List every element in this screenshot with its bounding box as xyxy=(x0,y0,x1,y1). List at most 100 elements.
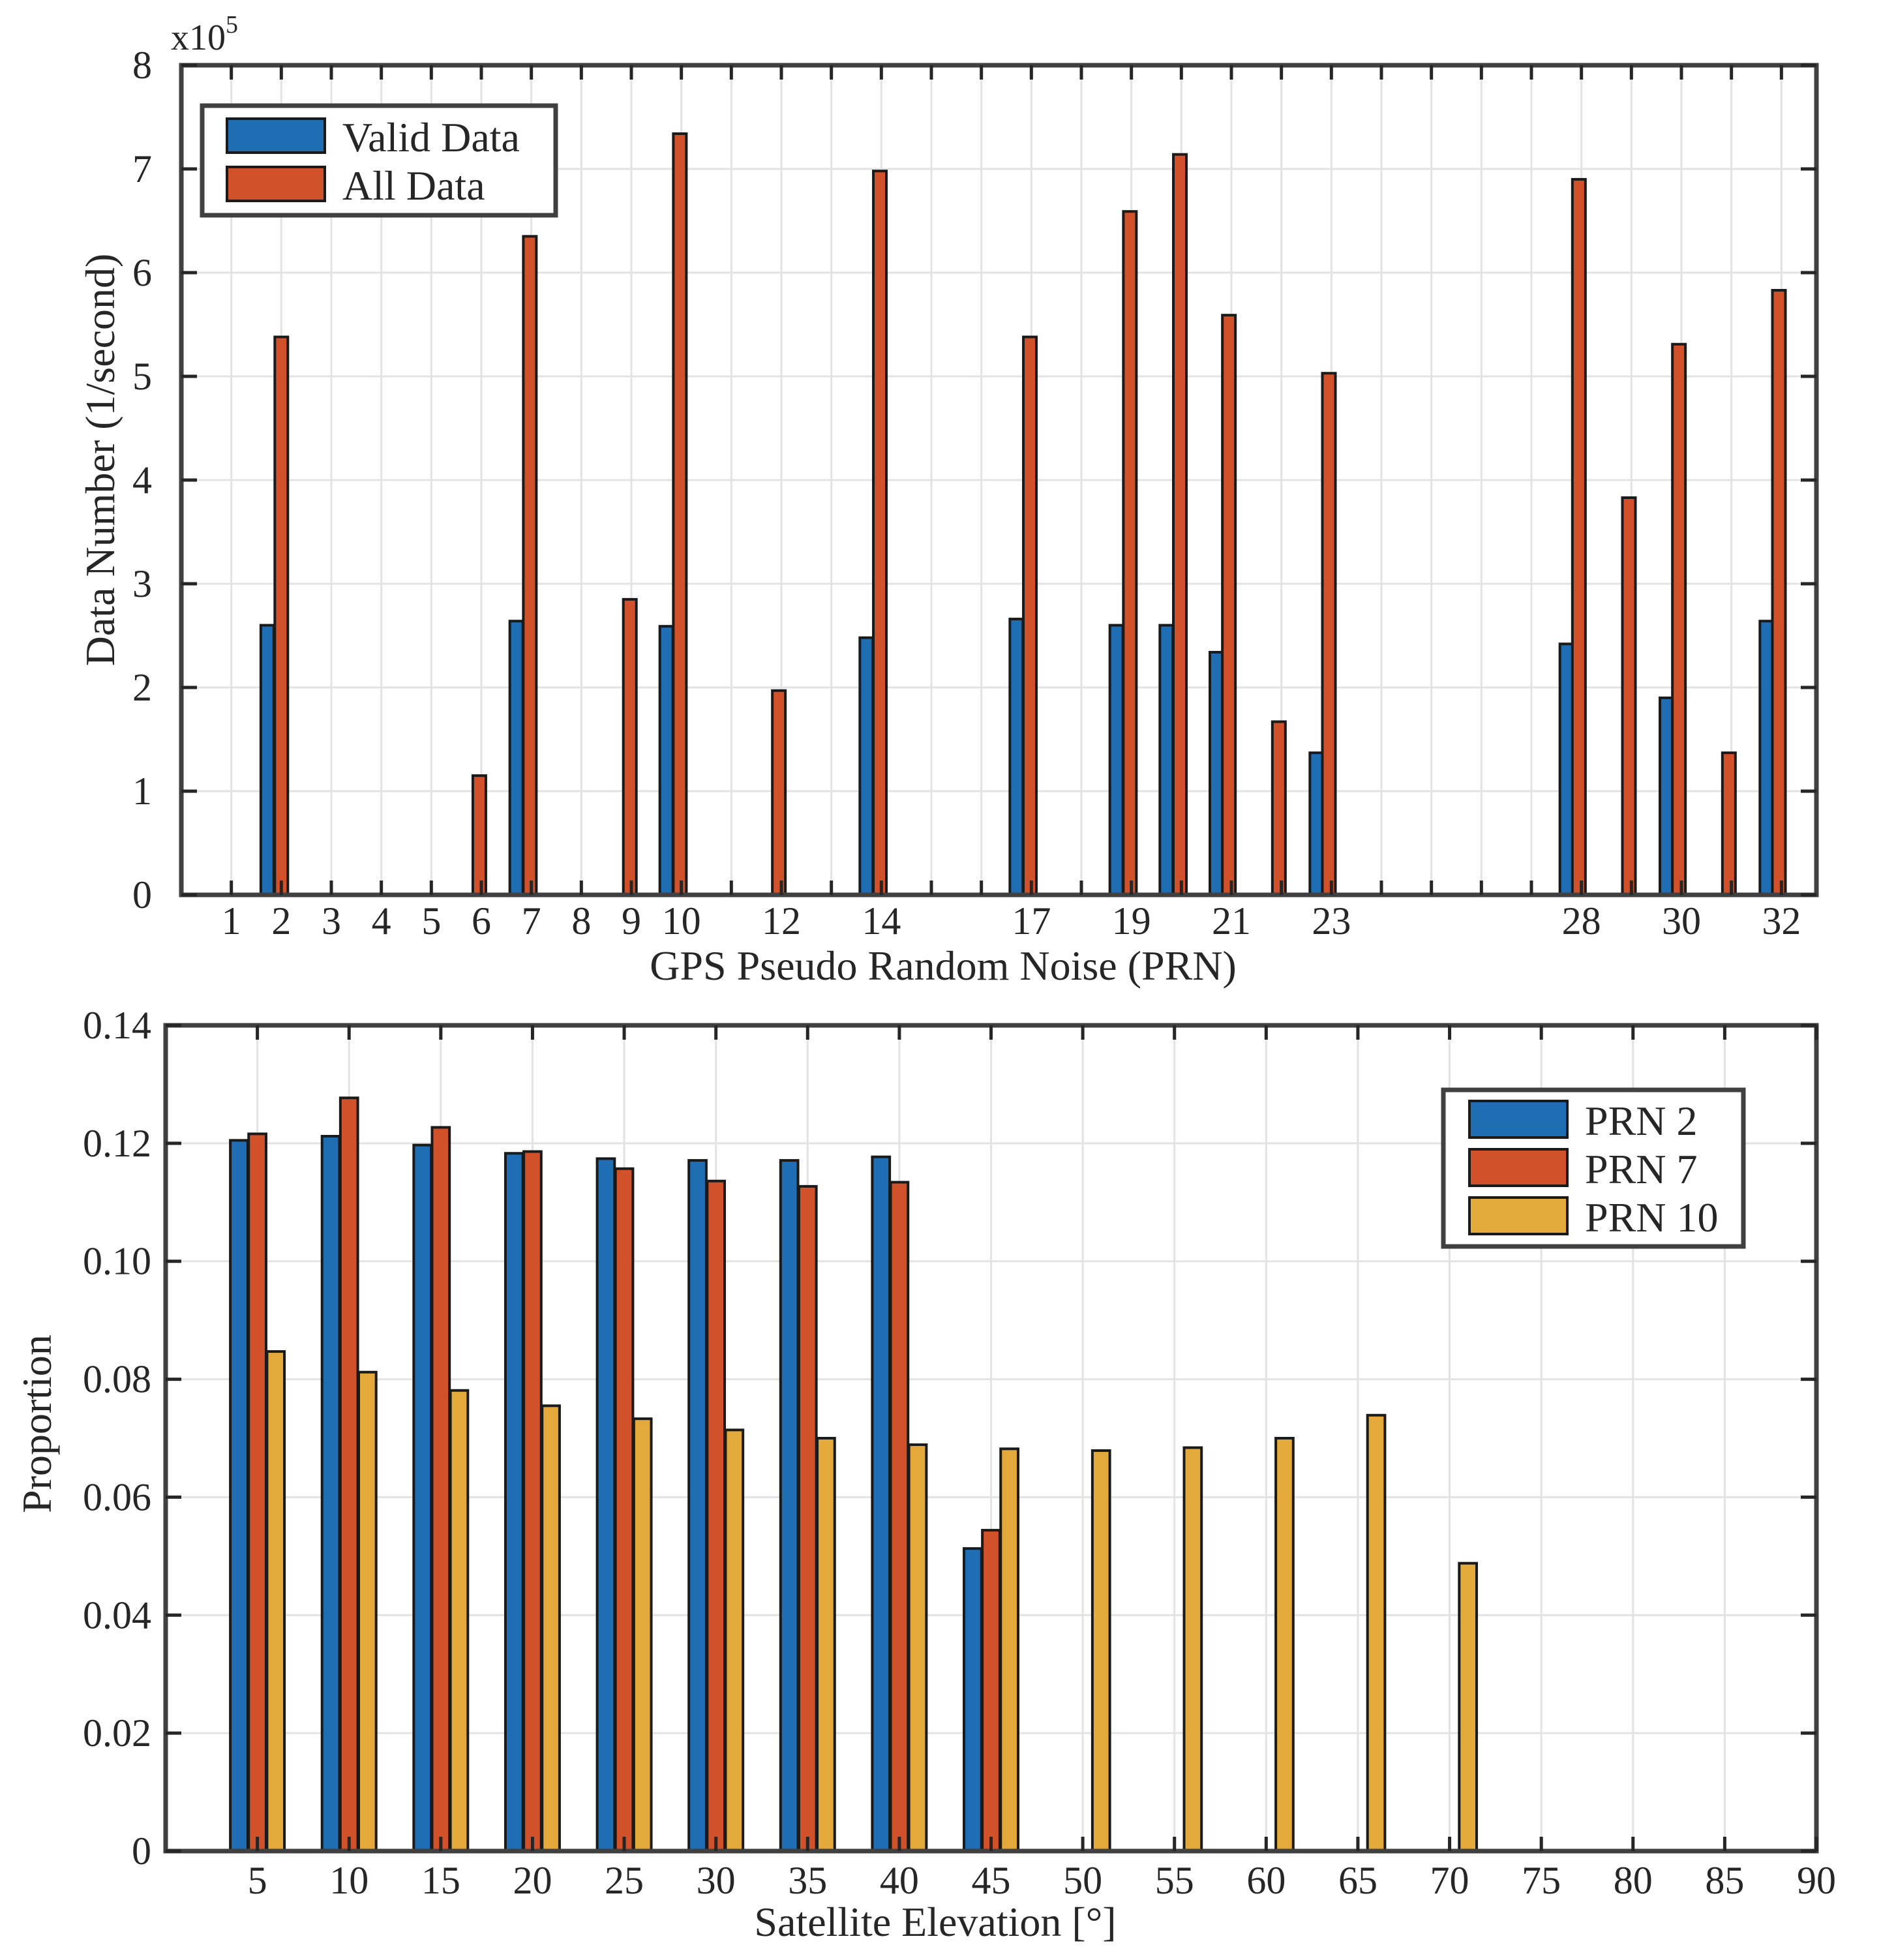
bar-prn-2 xyxy=(412,1143,433,1852)
bar-valid-data xyxy=(1659,696,1674,897)
bar-prn-7 xyxy=(247,1132,267,1852)
y-tick-label: 0.08 xyxy=(83,1358,151,1401)
x-tick-label: 12 xyxy=(762,899,801,942)
bar-prn-2 xyxy=(229,1139,249,1852)
bar-all-data xyxy=(1172,153,1188,897)
bar-prn-2 xyxy=(963,1547,983,1852)
bar-prn-10 xyxy=(816,1437,836,1852)
chart-elevation-proportion: 0 0.02 0.04 0.06 0.08 0.10 0.12 0.14 5 10 15 20 25 3… xyxy=(14,1004,1836,1945)
bar-prn-10 xyxy=(632,1417,653,1853)
x-tick-labels: 1 2 3 4 5 6 7 8 9 10 12 14 17 19 21 23 28 30 32 xyxy=(222,899,1801,942)
legend-label-all-data: All Data xyxy=(342,162,485,209)
ticks xyxy=(166,1023,1818,1853)
legend-label-prn-7: PRN 7 xyxy=(1585,1146,1698,1192)
bar-prn-2 xyxy=(595,1157,616,1852)
bar-all-data xyxy=(1671,342,1687,896)
bar-all-data xyxy=(872,170,888,896)
bar-prn-10 xyxy=(907,1443,928,1852)
x-tick-label: 15 xyxy=(421,1859,460,1902)
bar-prn-10 xyxy=(1182,1446,1203,1852)
y-tick-label: 7 xyxy=(132,147,152,190)
x-tick-label: 23 xyxy=(1312,899,1351,942)
x-tick-label: 30 xyxy=(697,1859,736,1902)
bar-prn-7 xyxy=(430,1126,451,1852)
x-tick-label: 32 xyxy=(1762,899,1801,942)
bar-all-data xyxy=(522,235,538,897)
y-axis-title: Proportion xyxy=(14,1334,60,1513)
bar-prn-10 xyxy=(724,1428,745,1853)
bar-prn-7 xyxy=(889,1181,910,1852)
x-tick-label: 14 xyxy=(862,899,901,942)
y-tick-labels: 0 1 2 3 4 5 6 7 8 xyxy=(132,44,152,916)
y-tick-label: 6 xyxy=(132,251,152,294)
x-tick-label: 6 xyxy=(472,899,491,942)
bar-all-data xyxy=(771,689,787,897)
y-tick-label: 0 xyxy=(132,1830,151,1873)
x-tick-label: 3 xyxy=(322,899,341,942)
x-tick-label: 45 xyxy=(972,1859,1011,1902)
y-tick-label: 0.06 xyxy=(83,1475,151,1518)
bar-prn-7 xyxy=(797,1184,818,1852)
bar-all-data xyxy=(1271,720,1287,896)
x-tick-label: 30 xyxy=(1662,899,1701,942)
x-axis-title: GPS Pseudo Random Noise (PRN) xyxy=(650,942,1237,989)
bar-prn-10 xyxy=(1091,1449,1111,1852)
y-tick-label: 0.02 xyxy=(83,1711,151,1755)
bar-prn-10 xyxy=(541,1404,561,1853)
bar-valid-data xyxy=(1558,642,1574,896)
bar-all-data xyxy=(672,132,688,897)
bar-prn-10 xyxy=(357,1370,378,1852)
bar-prn-7 xyxy=(522,1150,543,1852)
bar-valid-data xyxy=(858,636,875,896)
y-tick-label: 8 xyxy=(132,44,152,87)
x-tick-label: 20 xyxy=(513,1859,552,1902)
x-tick-label: 5 xyxy=(421,899,441,942)
x-tick-label: 85 xyxy=(1705,1859,1744,1902)
y-tick-label: 0 xyxy=(132,873,152,916)
legend: Valid Data All Data xyxy=(200,103,558,218)
x-tick-label: 28 xyxy=(1562,899,1601,942)
x-tick-label: 60 xyxy=(1246,1859,1286,1902)
bar-valid-data xyxy=(658,625,674,896)
bar-prn-7 xyxy=(706,1179,727,1852)
x-tick-label: 80 xyxy=(1614,1859,1653,1902)
bar-all-data xyxy=(1122,210,1138,897)
bar-all-data xyxy=(1022,335,1038,896)
x-tick-label: 90 xyxy=(1797,1859,1836,1902)
x-tick-label: 17 xyxy=(1012,899,1051,942)
bar-all-data xyxy=(1771,289,1787,896)
legend-label-prn-10: PRN 10 xyxy=(1585,1194,1719,1241)
bar-prn-7 xyxy=(981,1529,1001,1853)
x-tick-label: 10 xyxy=(662,899,701,942)
x-tick-label: 5 xyxy=(248,1859,267,1902)
bar-valid-data xyxy=(508,620,524,896)
bar-valid-data xyxy=(259,624,275,896)
x-tick-label: 21 xyxy=(1212,899,1251,942)
bar-all-data xyxy=(273,335,290,896)
bar-all-data xyxy=(1571,177,1587,896)
x-tick-labels: 5 10 15 20 25 30 35 40 45 50 55 60 65 70 75 80 85 90 xyxy=(248,1859,1836,1902)
bar-valid-data xyxy=(1008,618,1025,896)
bar-valid-data xyxy=(1108,624,1124,896)
y-axis-title: Data Number (1/second) xyxy=(77,254,123,667)
y-tick-label: 3 xyxy=(132,562,152,605)
bar-prn-7 xyxy=(339,1096,359,1852)
y-tick-label: 0.10 xyxy=(83,1240,151,1283)
y-tick-label: 0.12 xyxy=(83,1122,151,1165)
bar-prn-10 xyxy=(1458,1561,1479,1852)
x-tick-label: 70 xyxy=(1430,1859,1469,1902)
bar-prn-10 xyxy=(1366,1413,1387,1853)
bar-prn-2 xyxy=(320,1135,341,1852)
bar-all-data xyxy=(471,774,487,897)
legend-swatch-prn-10 xyxy=(1468,1196,1569,1235)
x-tick-label: 7 xyxy=(522,899,541,942)
bar-all-data xyxy=(1321,372,1337,896)
y-tick-labels: 0 0.02 0.04 0.06 0.08 0.10 0.12 0.14 xyxy=(83,1004,151,1873)
x-axis-title: Satellite Elevation [°] xyxy=(754,1899,1116,1945)
bar-valid-data xyxy=(1158,624,1175,896)
bar-prn-2 xyxy=(687,1159,708,1852)
x-tick-label: 1 xyxy=(222,899,241,942)
x-tick-label: 50 xyxy=(1063,1859,1102,1902)
bar-all-data xyxy=(1221,314,1237,896)
